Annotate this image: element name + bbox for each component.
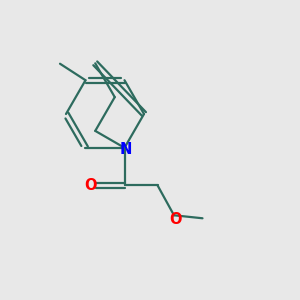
Text: N: N	[120, 142, 132, 157]
Text: O: O	[84, 178, 97, 193]
Text: O: O	[169, 212, 182, 227]
